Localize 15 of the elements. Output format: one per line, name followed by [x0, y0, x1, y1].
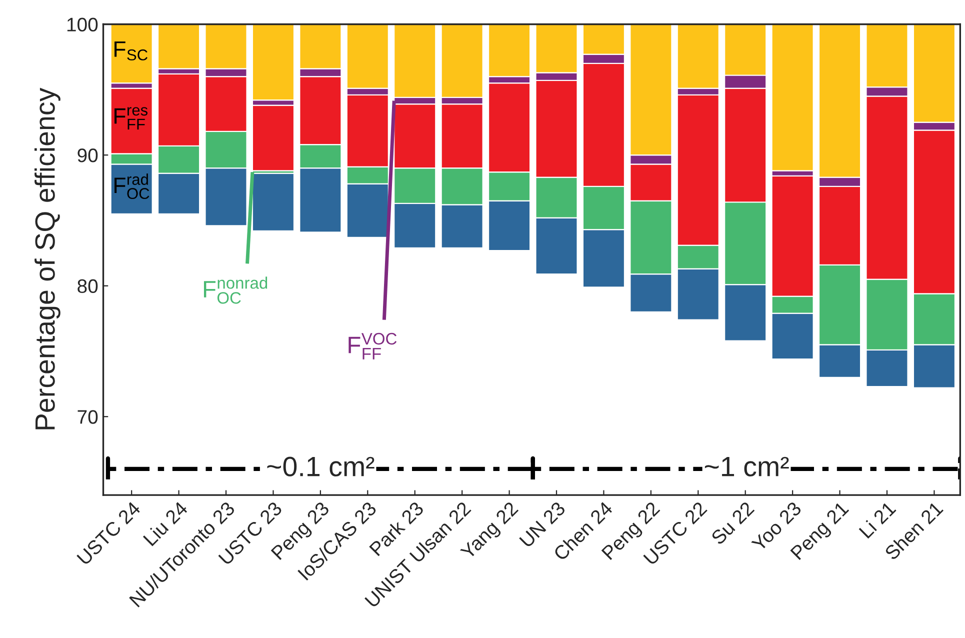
annotation: ~1 cm² [704, 456, 789, 476]
bar [252, 104, 295, 172]
series-label: F$_{SC}$ [114, 41, 148, 60]
series-label: F$^{rad}$$_{OC}$ [114, 174, 150, 200]
x-tick-label: Li 21 [858, 500, 896, 539]
text: F$^{nonrad}$$_{OC}$ [204, 276, 268, 304]
y-tick-label: 100 [67, 18, 98, 32]
annotation: ~0.1 cm² [267, 456, 374, 476]
y-axis-title: Percentage of SQ efficiency [34, 88, 60, 430]
series-label: F$^{res}$$_{FF}$ [114, 107, 148, 130]
text: F$^{VOC}$$_{FF}$ [348, 332, 397, 360]
y-tick-label: 90 [78, 148, 98, 162]
y-tick-label: 80 [78, 279, 98, 294]
bar [252, 172, 295, 232]
y-tick-label: 70 [78, 410, 98, 424]
